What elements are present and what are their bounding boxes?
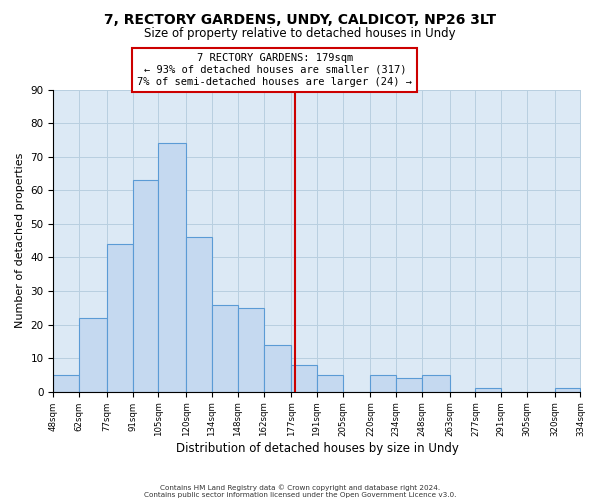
Bar	[396, 378, 422, 392]
Bar	[212, 304, 238, 392]
Bar	[107, 244, 133, 392]
Bar	[422, 375, 449, 392]
X-axis label: Distribution of detached houses by size in Undy: Distribution of detached houses by size …	[176, 442, 458, 455]
Bar	[370, 375, 396, 392]
Bar	[53, 375, 79, 392]
Bar	[554, 388, 580, 392]
Text: Contains HM Land Registry data © Crown copyright and database right 2024.: Contains HM Land Registry data © Crown c…	[160, 484, 440, 491]
Bar	[158, 144, 186, 392]
Bar	[263, 345, 291, 392]
Bar	[238, 308, 263, 392]
Bar	[475, 388, 501, 392]
Bar	[186, 238, 212, 392]
Bar	[79, 318, 107, 392]
Text: Contains public sector information licensed under the Open Government Licence v3: Contains public sector information licen…	[144, 492, 456, 498]
Text: 7, RECTORY GARDENS, UNDY, CALDICOT, NP26 3LT: 7, RECTORY GARDENS, UNDY, CALDICOT, NP26…	[104, 12, 496, 26]
Text: 7 RECTORY GARDENS: 179sqm
← 93% of detached houses are smaller (317)
7% of semi-: 7 RECTORY GARDENS: 179sqm ← 93% of detac…	[137, 54, 412, 86]
Bar	[317, 375, 343, 392]
Y-axis label: Number of detached properties: Number of detached properties	[15, 153, 25, 328]
Bar	[133, 180, 158, 392]
Bar	[291, 365, 317, 392]
Text: Size of property relative to detached houses in Undy: Size of property relative to detached ho…	[144, 28, 456, 40]
